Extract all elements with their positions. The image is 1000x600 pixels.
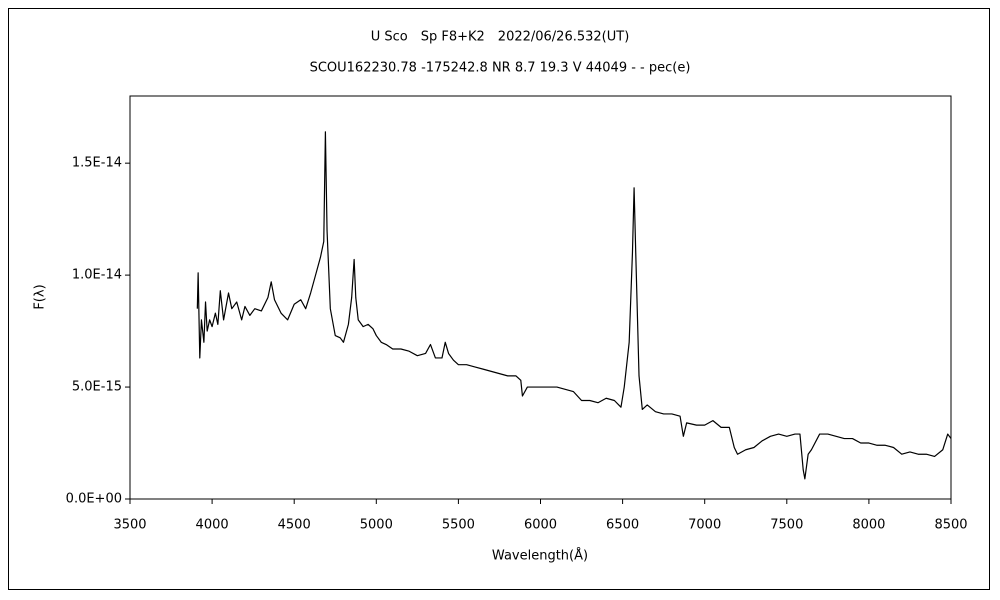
x-tick-label: 5000 — [360, 518, 393, 533]
x-tick-label: 4500 — [278, 518, 311, 533]
x-axis-label: Wavelength(Å) — [492, 548, 588, 564]
y-axis-label: F(λ) — [33, 284, 48, 309]
chart-title: U Sco Sp F8+K2 2022/06/26.532(UT) — [371, 30, 630, 45]
y-tick-label: 1.0E-14 — [72, 268, 122, 283]
spectrum-line — [196, 131, 952, 480]
y-tick-label: 0.0E+00 — [66, 492, 122, 507]
x-tick-label: 6500 — [606, 518, 639, 533]
x-tick-label: 6000 — [524, 518, 557, 533]
y-tick-label: 5.0E-15 — [72, 380, 122, 395]
y-tick-label: 1.5E-14 — [72, 156, 122, 171]
x-tick-label: 8500 — [934, 518, 967, 533]
x-tick-label: 7500 — [770, 518, 803, 533]
x-tick-label: 4000 — [196, 518, 229, 533]
x-tick-label: 3500 — [113, 518, 146, 533]
chart-subtitle: SCOU162230.78 -175242.8 NR 8.7 19.3 V 44… — [310, 61, 691, 76]
chart-frame — [8, 8, 990, 590]
x-tick-label: 5500 — [442, 518, 475, 533]
x-tick-label: 8000 — [852, 518, 885, 533]
x-tick-label: 7000 — [688, 518, 721, 533]
